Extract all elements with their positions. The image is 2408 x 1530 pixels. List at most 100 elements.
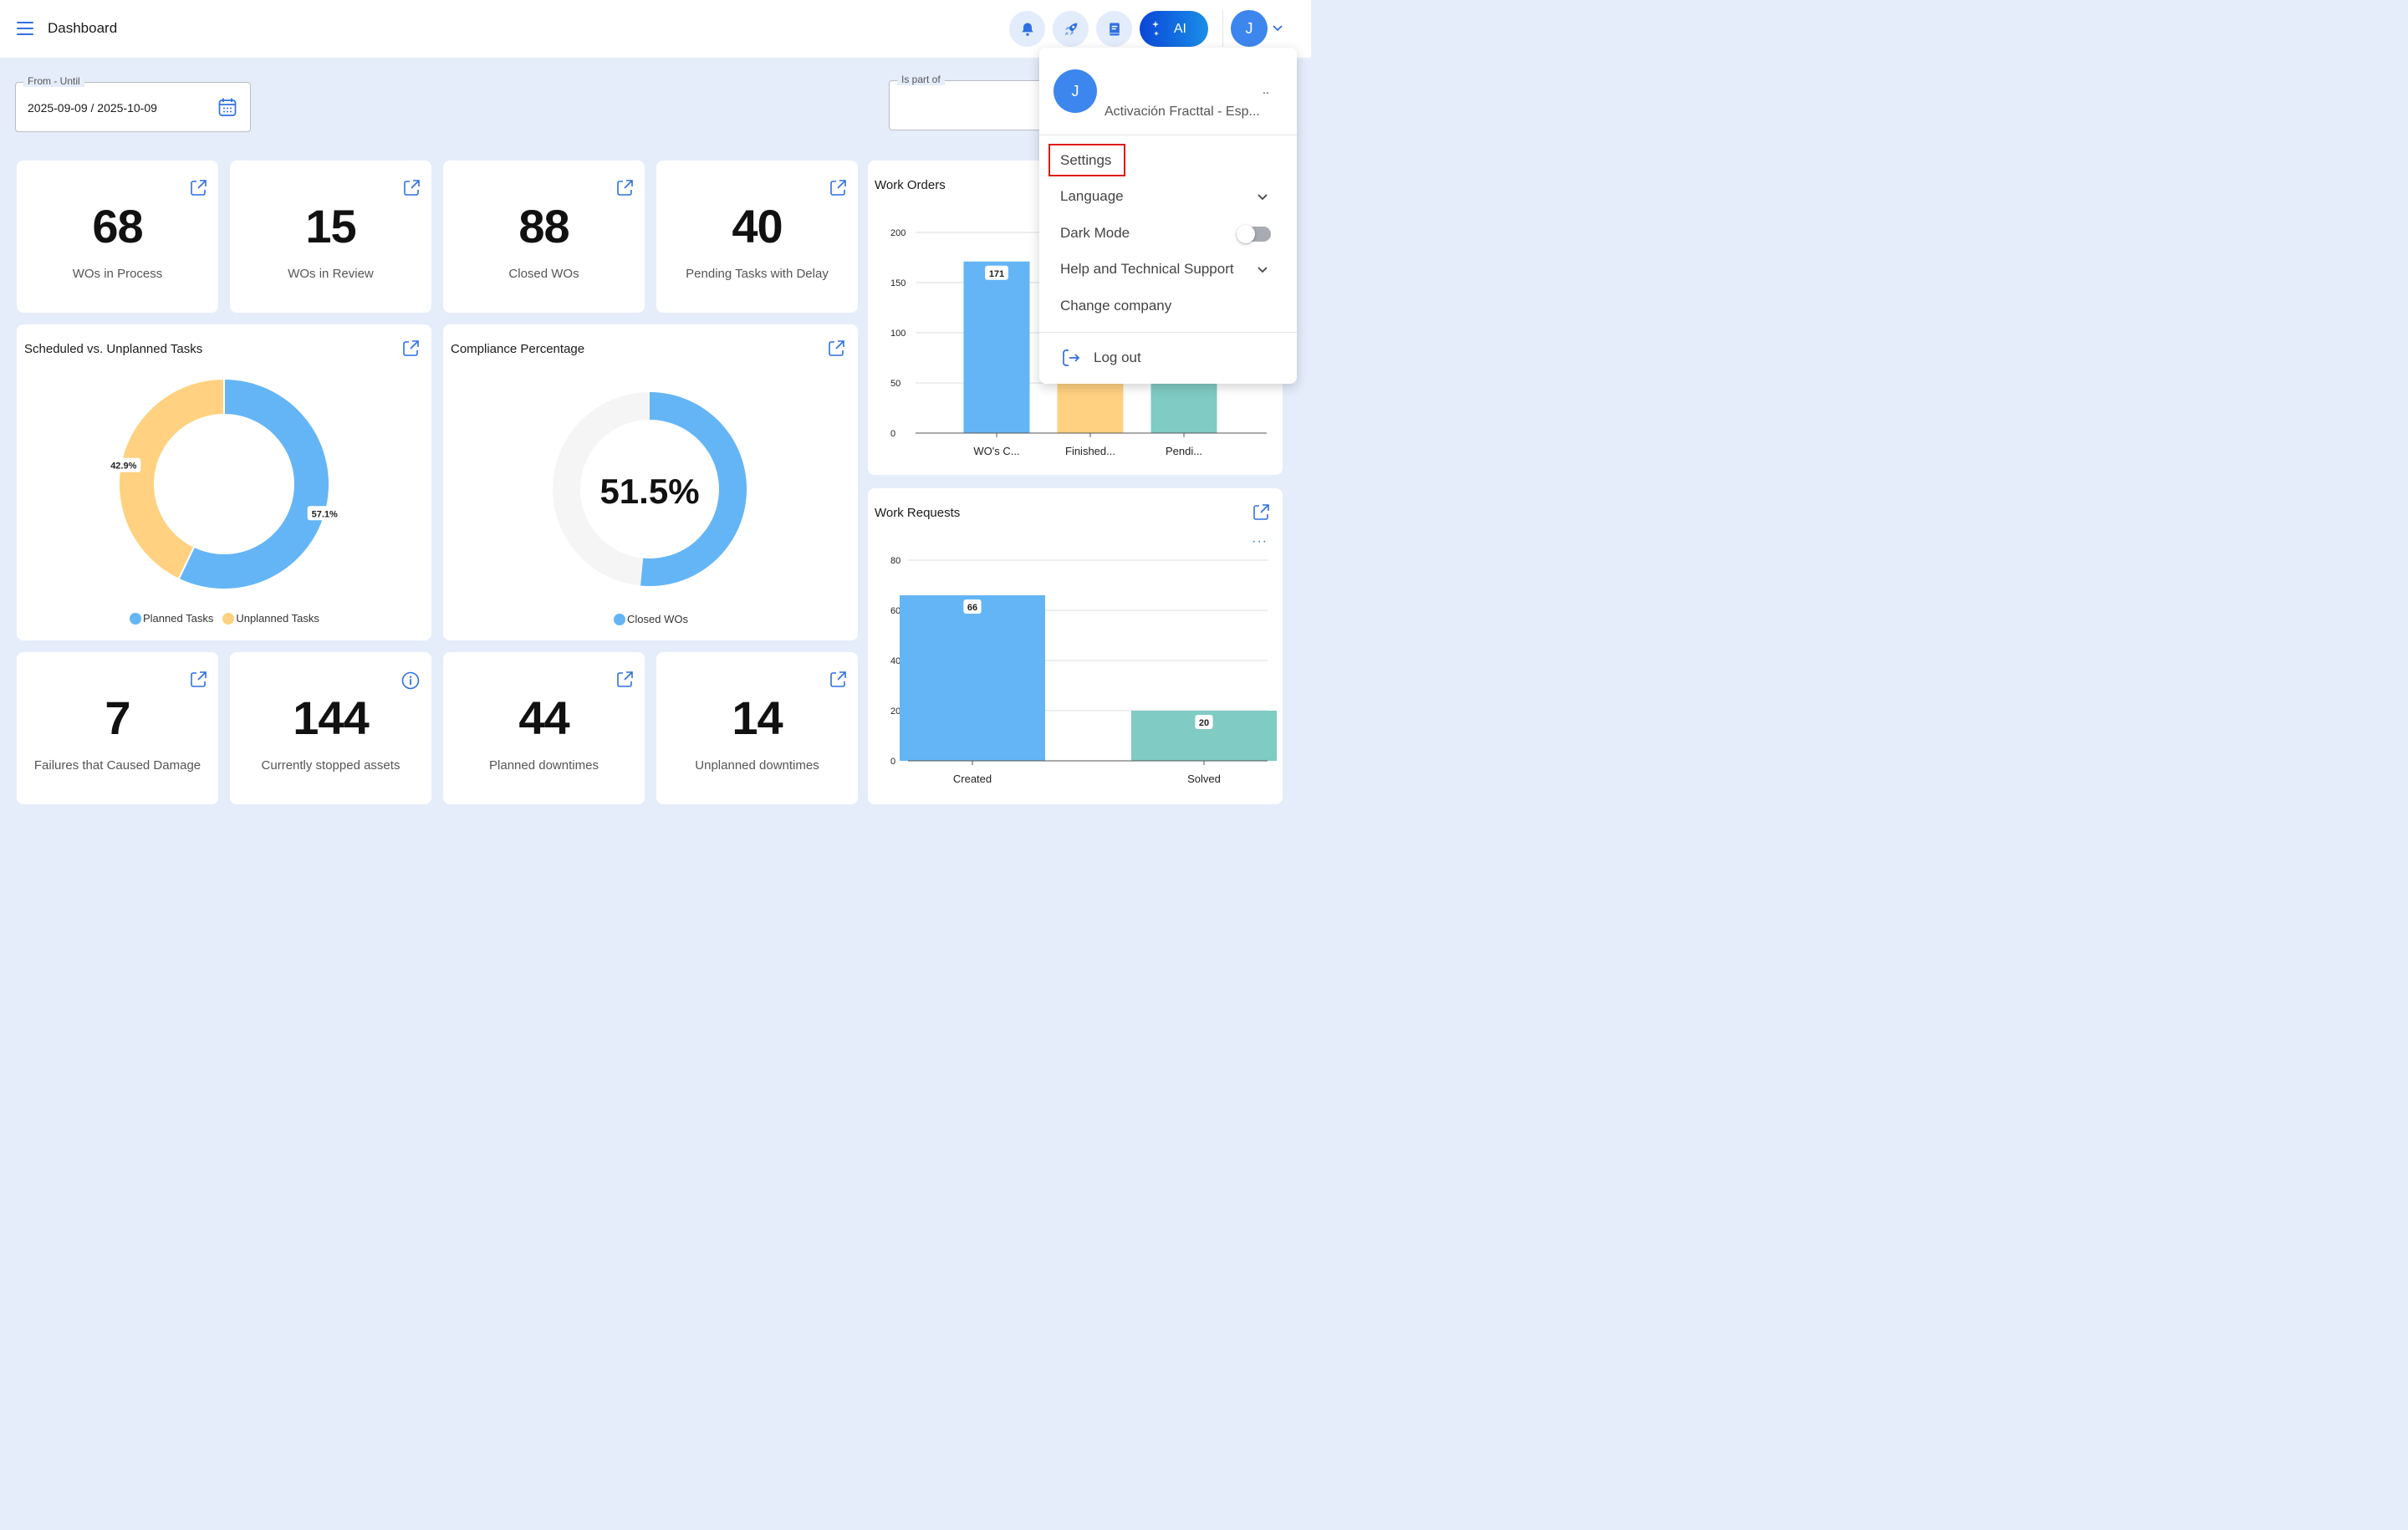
logout-icon[interactable] xyxy=(1061,348,1081,368)
y-tick-label: 80 xyxy=(890,556,900,566)
bar-value-label-0: 171 xyxy=(989,269,1004,279)
more-options-button[interactable]: ··· xyxy=(1252,534,1268,548)
stat-label: Planned downtimes xyxy=(489,758,599,773)
external-link-icon[interactable] xyxy=(401,339,420,358)
legend-label-planned[interactable]: Planned Tasks xyxy=(143,612,214,625)
bell-icon xyxy=(1021,23,1033,36)
stat-value: 15 xyxy=(305,200,356,252)
ai-button[interactable]: AI xyxy=(1140,11,1208,47)
x-tick-label: Finished... xyxy=(1065,445,1115,457)
menu-item-language[interactable]: Language xyxy=(1060,188,1124,204)
compliance-percentage-card: Compliance Percentage 51.5% Closed WOs xyxy=(443,324,858,640)
page-title: Dashboard xyxy=(48,20,118,36)
donut-slice-closed xyxy=(640,392,747,586)
slice-label-0-bg xyxy=(307,506,342,521)
user-avatar[interactable]: J xyxy=(1231,10,1268,47)
stat-card-unplanned-downtimes: 14 Unplanned downtimes xyxy=(656,652,858,804)
date-range-label: From - Until xyxy=(23,75,84,87)
menu-item-help[interactable]: Help and Technical Support xyxy=(1060,261,1234,277)
card-title: Work Requests xyxy=(875,506,961,520)
stat-card-failures-damage: 7 Failures that Caused Damage xyxy=(17,652,218,804)
donut-legend: Closed WOs xyxy=(614,613,688,625)
dark-mode-toggle[interactable] xyxy=(1237,225,1271,243)
chevron-down-icon[interactable] xyxy=(1273,25,1283,32)
bar-value-label-1: 20 xyxy=(1199,718,1209,728)
stat-value: 7 xyxy=(105,691,130,744)
stat-label: Unplanned downtimes xyxy=(695,758,819,773)
donut-slice-0 xyxy=(177,377,330,590)
external-link-icon[interactable] xyxy=(829,671,847,689)
legend-label-closed[interactable]: Closed WOs xyxy=(627,613,688,625)
y-tick-label: 0 xyxy=(890,757,895,767)
slice-label-0: 57.1% xyxy=(312,509,338,519)
stat-label: Pending Tasks with Delay xyxy=(686,267,829,281)
menu-item-change-company[interactable]: Change company xyxy=(1060,298,1172,314)
stat-value: 14 xyxy=(732,691,783,744)
y-tick-label: 60 xyxy=(890,606,900,616)
is-part-of-field[interactable]: Is part of xyxy=(889,74,1056,130)
is-part-of-label: Is part of xyxy=(897,74,945,85)
bar-value-label-0-bg xyxy=(963,599,982,614)
stat-value: 40 xyxy=(732,200,783,252)
external-link-icon[interactable] xyxy=(827,339,845,358)
card-title: Work Orders xyxy=(875,178,946,192)
date-range-field[interactable]: From - Until 2025-09-09 / 2025-10-09 xyxy=(15,75,251,132)
menu-user-name: .. xyxy=(1263,83,1269,96)
stat-value: 88 xyxy=(518,200,569,252)
stat-label: WOs in Process xyxy=(72,267,163,281)
legend-swatch-planned xyxy=(130,612,141,625)
menu-company-name: Activación Fracttal - Esp... xyxy=(1105,105,1260,119)
settings-highlight xyxy=(1048,144,1125,176)
y-tick-label: 20 xyxy=(890,706,900,717)
top-bar: Dashboard AI J xyxy=(0,0,1311,58)
stat-value: 68 xyxy=(92,200,143,252)
stat-card-stopped-assets: 144 Currently stopped assets xyxy=(230,652,431,804)
y-tick-label: 0 xyxy=(890,429,895,439)
x-tick-label: Created xyxy=(953,773,992,785)
bar-value-label-0-bg xyxy=(985,265,1008,280)
external-link-icon[interactable] xyxy=(189,671,207,689)
toggle-knob xyxy=(1237,225,1255,243)
info-icon[interactable] xyxy=(401,671,420,690)
bar-value-label-1-bg xyxy=(1195,715,1213,729)
bar-0 xyxy=(963,261,1030,433)
y-tick-label: 50 xyxy=(890,379,900,389)
ai-label: AI xyxy=(1173,21,1186,36)
external-link-icon[interactable] xyxy=(1252,503,1270,522)
docs-button[interactable] xyxy=(1096,11,1132,47)
card-title: Scheduled vs. Unplanned Tasks xyxy=(24,342,203,356)
chevron-down-icon[interactable] xyxy=(1258,194,1268,201)
date-range-value: 2025-09-09 / 2025-10-09 xyxy=(28,101,157,115)
external-link-icon[interactable] xyxy=(829,179,847,197)
legend-swatch-closed xyxy=(614,613,625,625)
y-tick-label: 200 xyxy=(890,228,906,238)
menu-item-logout[interactable]: Log out xyxy=(1094,349,1141,365)
rocket-icon xyxy=(1064,23,1077,35)
menu-item-settings[interactable]: Settings xyxy=(1060,152,1112,168)
donut-legend: Planned Tasks Unplanned Tasks xyxy=(130,612,319,625)
work-requests-card: Work Requests ··· 0 20 40 60 80 66 Created 20 So… xyxy=(868,488,1283,804)
stat-card-pending-tasks-delay: 40 Pending Tasks with Delay xyxy=(656,161,858,313)
slice-label-1: 42.9% xyxy=(110,462,136,472)
bar-0 xyxy=(900,595,1045,761)
book-icon xyxy=(1109,23,1120,35)
stat-card-planned-downtimes: 44 Planned downtimes xyxy=(443,652,645,804)
external-link-icon[interactable] xyxy=(189,179,207,197)
chevron-down-icon[interactable] xyxy=(1258,267,1268,273)
external-link-icon[interactable] xyxy=(615,671,634,689)
work-requests-bar-chart: 0 20 40 60 80 66 Created 20 Solved xyxy=(890,556,1277,785)
external-link-icon[interactable] xyxy=(402,179,421,197)
bar-value-label-0: 66 xyxy=(967,603,977,613)
compliance-donut: 51.5% xyxy=(553,392,747,586)
calendar-icon[interactable] xyxy=(218,97,237,117)
legend-label-unplanned[interactable]: Unplanned Tasks xyxy=(236,612,319,625)
scheduled-vs-unplanned-donut: 57.1% 42.9% xyxy=(106,377,342,590)
external-link-icon[interactable] xyxy=(615,179,634,197)
menu-icon[interactable] xyxy=(17,22,33,36)
notifications-button[interactable] xyxy=(1009,11,1045,47)
scheduled-vs-unplanned-card: Scheduled vs. Unplanned Tasks 57.1% 42.9%… xyxy=(17,324,431,640)
menu-item-dark-mode: Dark Mode xyxy=(1060,225,1130,241)
stat-card-wos-in-review: 15 WOs in Review xyxy=(230,161,431,313)
launch-button[interactable] xyxy=(1053,11,1089,47)
donut-slice-1 xyxy=(118,377,225,581)
